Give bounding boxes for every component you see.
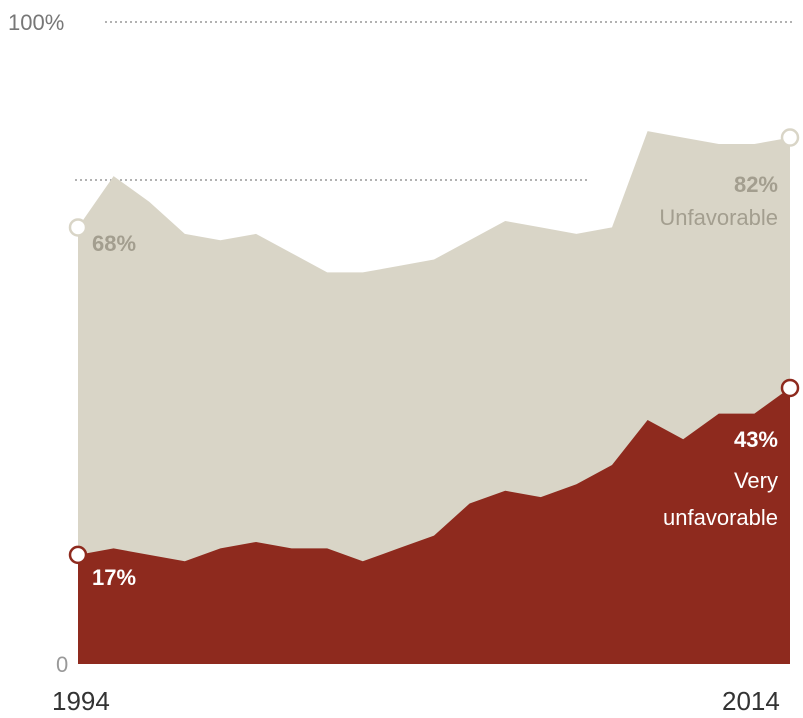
x-tick-label-start: 1994 [52, 686, 110, 716]
marker-unfavorable-start [68, 218, 88, 237]
area-very-unfavorable [78, 387, 790, 664]
data-label-unfavorable-start: 68% [92, 231, 136, 256]
series-label-unfavorable: Unfavorable [659, 205, 778, 230]
data-label-unfavorable-end: 82% [734, 172, 778, 197]
marker-very-unfavorable-end [780, 378, 800, 398]
series-label-very-line2: unfavorable [663, 505, 778, 530]
data-label-very-unfavorable-start: 17% [92, 565, 136, 590]
series-label-very-line1: Very [734, 468, 778, 493]
y-tick-label-100: 100% [8, 10, 64, 35]
x-tick-label-end: 2014 [722, 686, 780, 716]
marker-unfavorable-end [780, 128, 800, 147]
data-label-very-unfavorable-end: 43% [734, 427, 778, 452]
marker-very-unfavorable-start [68, 545, 88, 565]
y-tick-label-0: 0 [56, 652, 68, 677]
